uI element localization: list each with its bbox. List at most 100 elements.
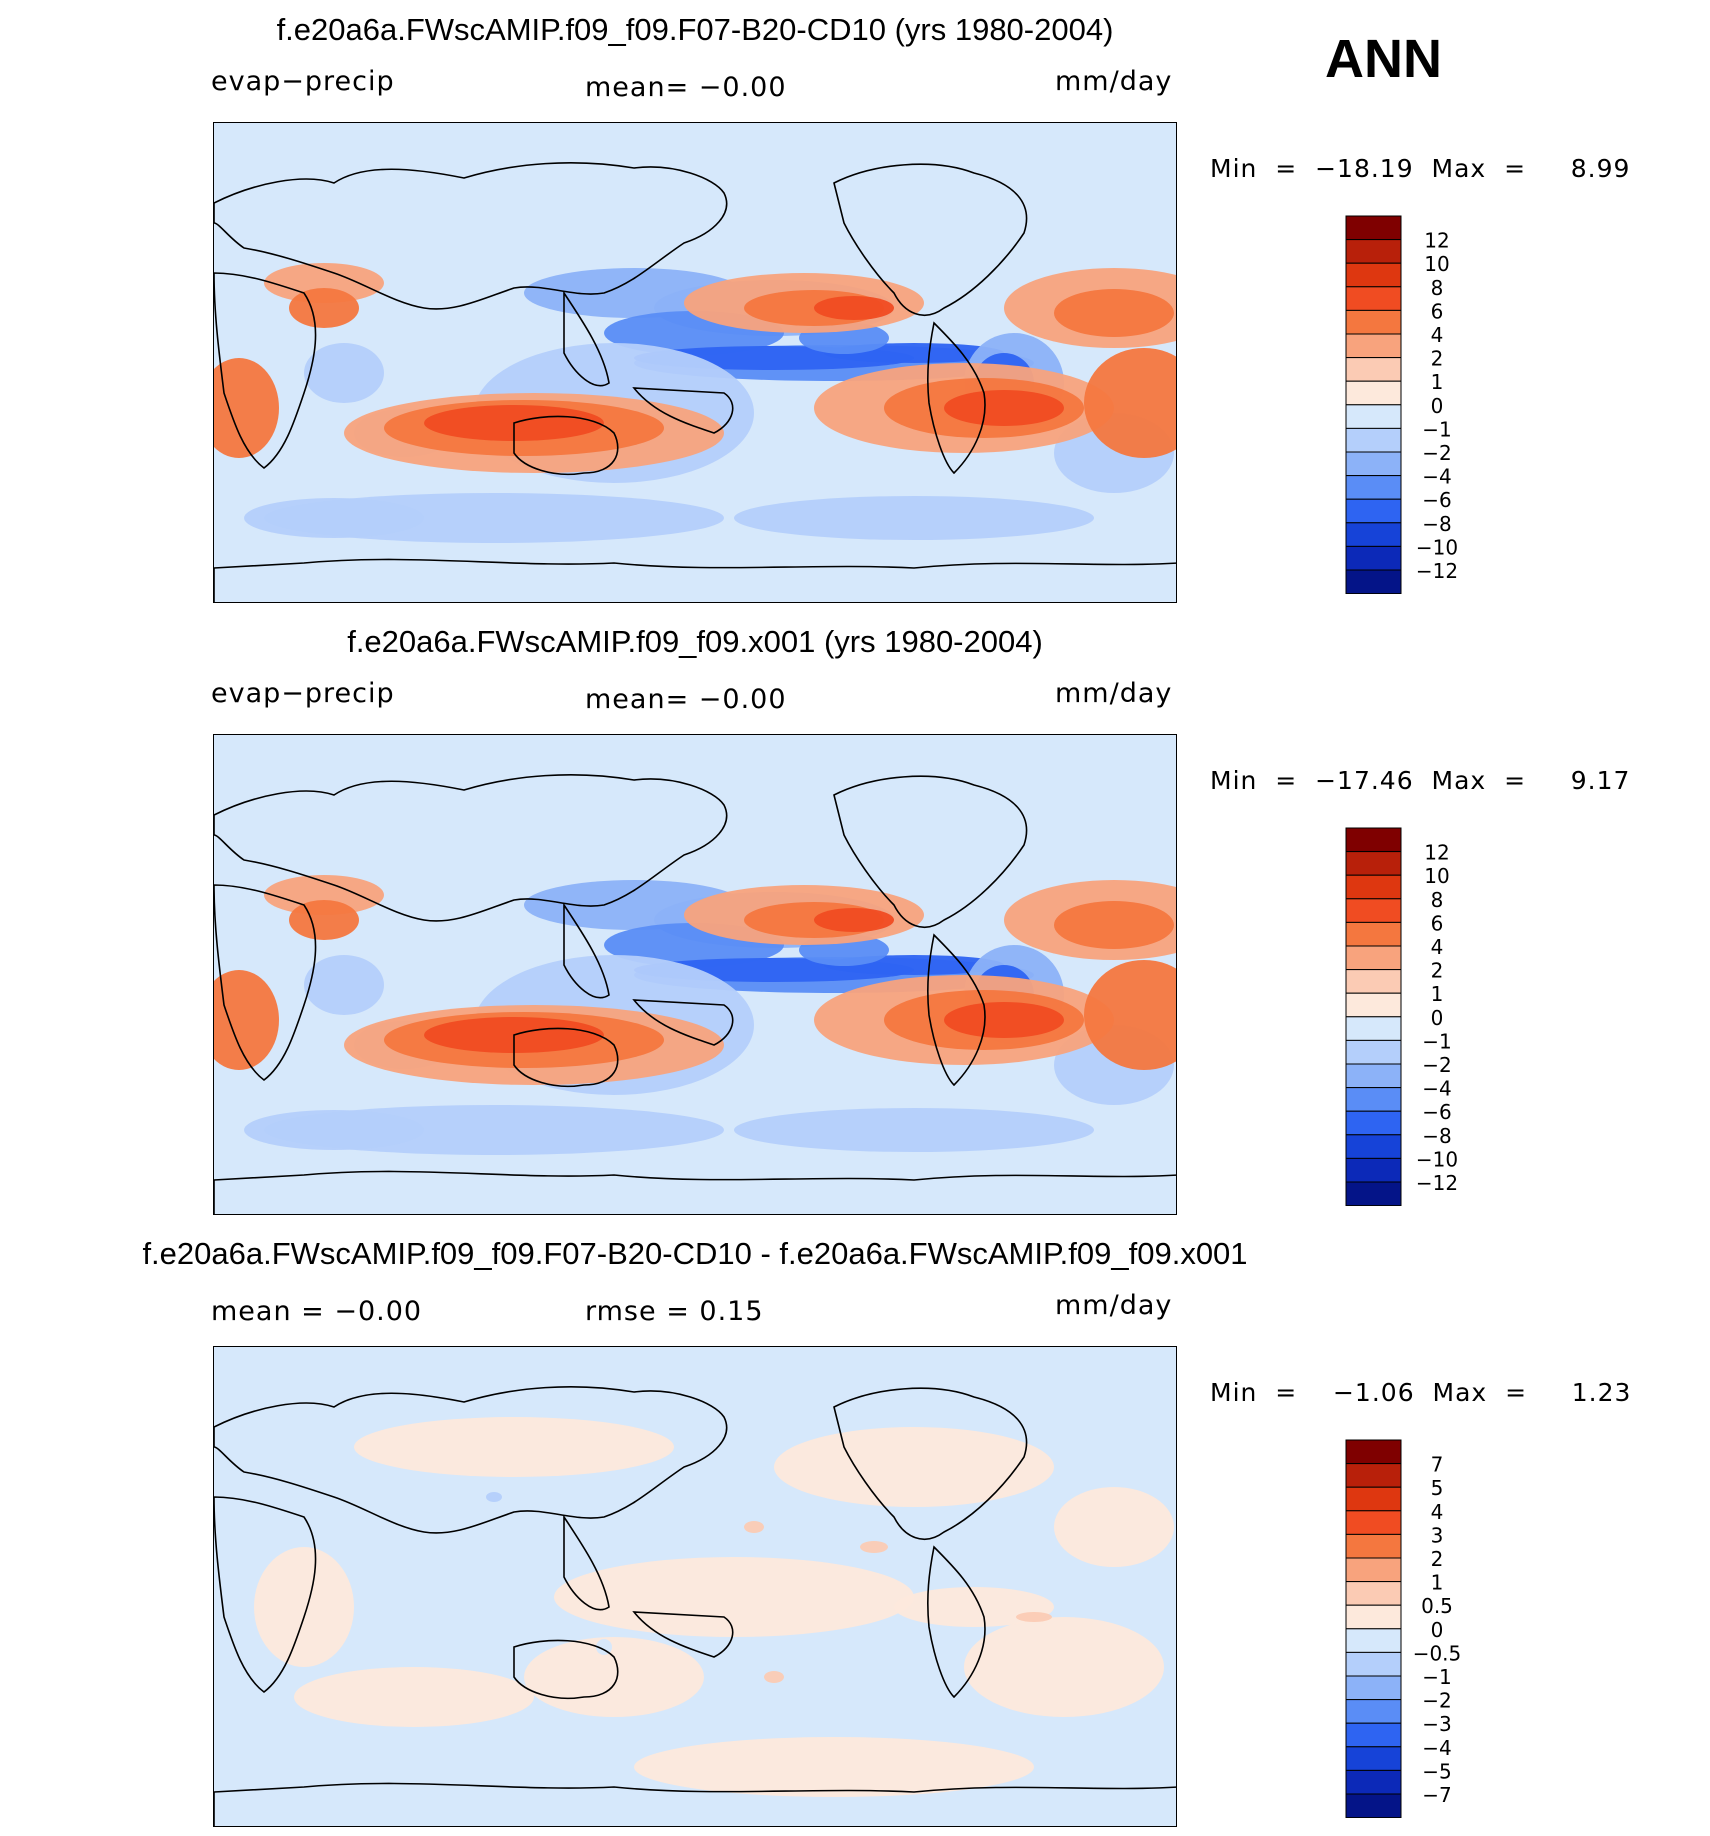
colorbar-box	[1345, 404, 1402, 429]
colorbar-box	[1345, 286, 1402, 311]
colorbar-box	[1345, 1746, 1402, 1771]
colorbar-box	[1345, 1722, 1402, 1748]
colorbar-box	[1345, 262, 1402, 288]
coastline	[214, 884, 317, 1082]
colorbar-box	[1345, 827, 1402, 853]
colorbar-box	[1345, 569, 1402, 594]
coastline	[513, 1639, 619, 1700]
field-contour-region	[1016, 1612, 1052, 1622]
panel-difference: f.e20a6a.FWscAMIP.f09_f09.F07-B20-CD10 -…	[0, 1224, 1710, 1836]
colorbar-tick-label: −10	[1416, 1147, 1458, 1171]
colorbar-tick-label: 0	[1431, 394, 1444, 418]
coastline	[214, 773, 728, 922]
map-svg	[214, 123, 1176, 602]
field-contour-region	[244, 1110, 424, 1150]
field-contour-region	[264, 875, 384, 915]
colorbar-box	[1345, 1581, 1402, 1606]
field-contour-region	[294, 1667, 534, 1727]
field-contour-region	[734, 496, 1094, 540]
colorbar-tick-label: 3	[1431, 1523, 1444, 1547]
colorbar-box	[1345, 451, 1402, 477]
coastline	[563, 290, 610, 387]
field-contour-region	[814, 908, 894, 932]
units-label: mm/day	[1055, 66, 1173, 97]
colorbar-tick-label: 12	[1424, 229, 1449, 253]
colorbar-box	[1345, 475, 1402, 500]
colorbar-tick-label: −6	[1422, 1100, 1451, 1124]
colorbar-tick-label: 6	[1431, 911, 1444, 935]
field-contour-region	[764, 1671, 784, 1683]
coastline	[214, 272, 317, 470]
coastline	[927, 321, 986, 475]
mean-label: mean= −0.00	[585, 684, 787, 715]
field-contour-region	[1084, 348, 1176, 458]
field-contour-region	[944, 390, 1064, 426]
units-label: mm/day	[1055, 1290, 1173, 1321]
colorbar-tick-label: −8	[1422, 512, 1451, 536]
coastline	[214, 161, 728, 310]
field-contour-region	[289, 900, 359, 940]
coastline	[513, 1027, 619, 1088]
field-contour-region	[304, 343, 384, 403]
colorbar-box	[1345, 1134, 1402, 1159]
colorbar-tick-label: 10	[1424, 864, 1449, 888]
min-max-label: Min = −1.06 Max = 1.23	[1210, 1378, 1632, 1407]
colorbar-tick-label: −4	[1422, 1736, 1451, 1760]
field-contour-region	[289, 288, 359, 328]
colorbar-tick-label: −12	[1416, 559, 1458, 583]
colorbar-box	[1345, 239, 1402, 264]
field-contour-region	[304, 955, 384, 1015]
colorbar-box	[1345, 969, 1402, 994]
colorbar-box	[1345, 945, 1402, 971]
field-contour-region	[264, 263, 384, 303]
colorbar-box	[1345, 921, 1402, 947]
colorbar-tick-label: 8	[1431, 276, 1444, 300]
colorbar-box	[1345, 1793, 1402, 1818]
colorbar-box	[1345, 1439, 1402, 1465]
field-contour-region	[964, 1617, 1164, 1717]
colorbar-box	[1345, 1675, 1402, 1701]
coastline	[632, 387, 734, 434]
colorbar-box	[1345, 1463, 1402, 1488]
map-plot	[213, 734, 1177, 1215]
panel-model-cd10: f.e20a6a.FWscAMIP.f09_f09.F07-B20-CD10 (…	[0, 0, 1710, 612]
colorbar-box	[1345, 1110, 1402, 1136]
field-contour-region	[734, 1108, 1094, 1152]
colorbar-tick-label: 10	[1424, 252, 1449, 276]
colorbar-box	[1345, 1181, 1402, 1206]
map-plot	[213, 1346, 1177, 1827]
colorbar-tick-label: 2	[1431, 959, 1444, 983]
field-contour-region	[214, 970, 279, 1070]
colorbar-box	[1345, 333, 1402, 359]
colorbar-box	[1345, 215, 1402, 241]
colorbar-tick-label: 8	[1431, 888, 1444, 912]
coastline	[214, 1385, 728, 1534]
colorbar-box	[1345, 992, 1402, 1018]
colorbar-tick-label: −3	[1422, 1712, 1451, 1736]
colorbar-box	[1345, 1016, 1402, 1041]
colorbar-tick-label: −6	[1422, 488, 1451, 512]
colorbar-tick-label: −8	[1422, 1124, 1451, 1148]
colorbar-box	[1345, 1087, 1402, 1112]
colorbar-box	[1345, 1510, 1402, 1535]
colorbar-box	[1345, 545, 1402, 571]
colorbar-tick-label: −7	[1422, 1783, 1451, 1807]
map-plot	[213, 122, 1177, 603]
field-contour-region	[486, 1492, 502, 1502]
season-label: ANN	[1325, 29, 1442, 89]
panel-title: f.e20a6a.FWscAMIP.f09_f09.x001 (yrs 1980…	[347, 624, 1043, 659]
field-contour-region	[634, 1737, 1034, 1797]
colorbar-tick-label: −2	[1422, 1053, 1451, 1077]
colorbar-tick-label: 0	[1431, 1006, 1444, 1030]
colorbar-tick-label: 0.5	[1421, 1594, 1453, 1618]
field-contour-region	[774, 1427, 1054, 1507]
colorbar-tick-label: 0	[1431, 1618, 1444, 1642]
field-contour-region	[254, 1547, 354, 1667]
colorbar-tick-label: −12	[1416, 1171, 1458, 1195]
colorbar-tick-label: −2	[1422, 441, 1451, 465]
variable-label: evap−precip	[211, 66, 395, 97]
field-contour-region	[1054, 1487, 1174, 1567]
